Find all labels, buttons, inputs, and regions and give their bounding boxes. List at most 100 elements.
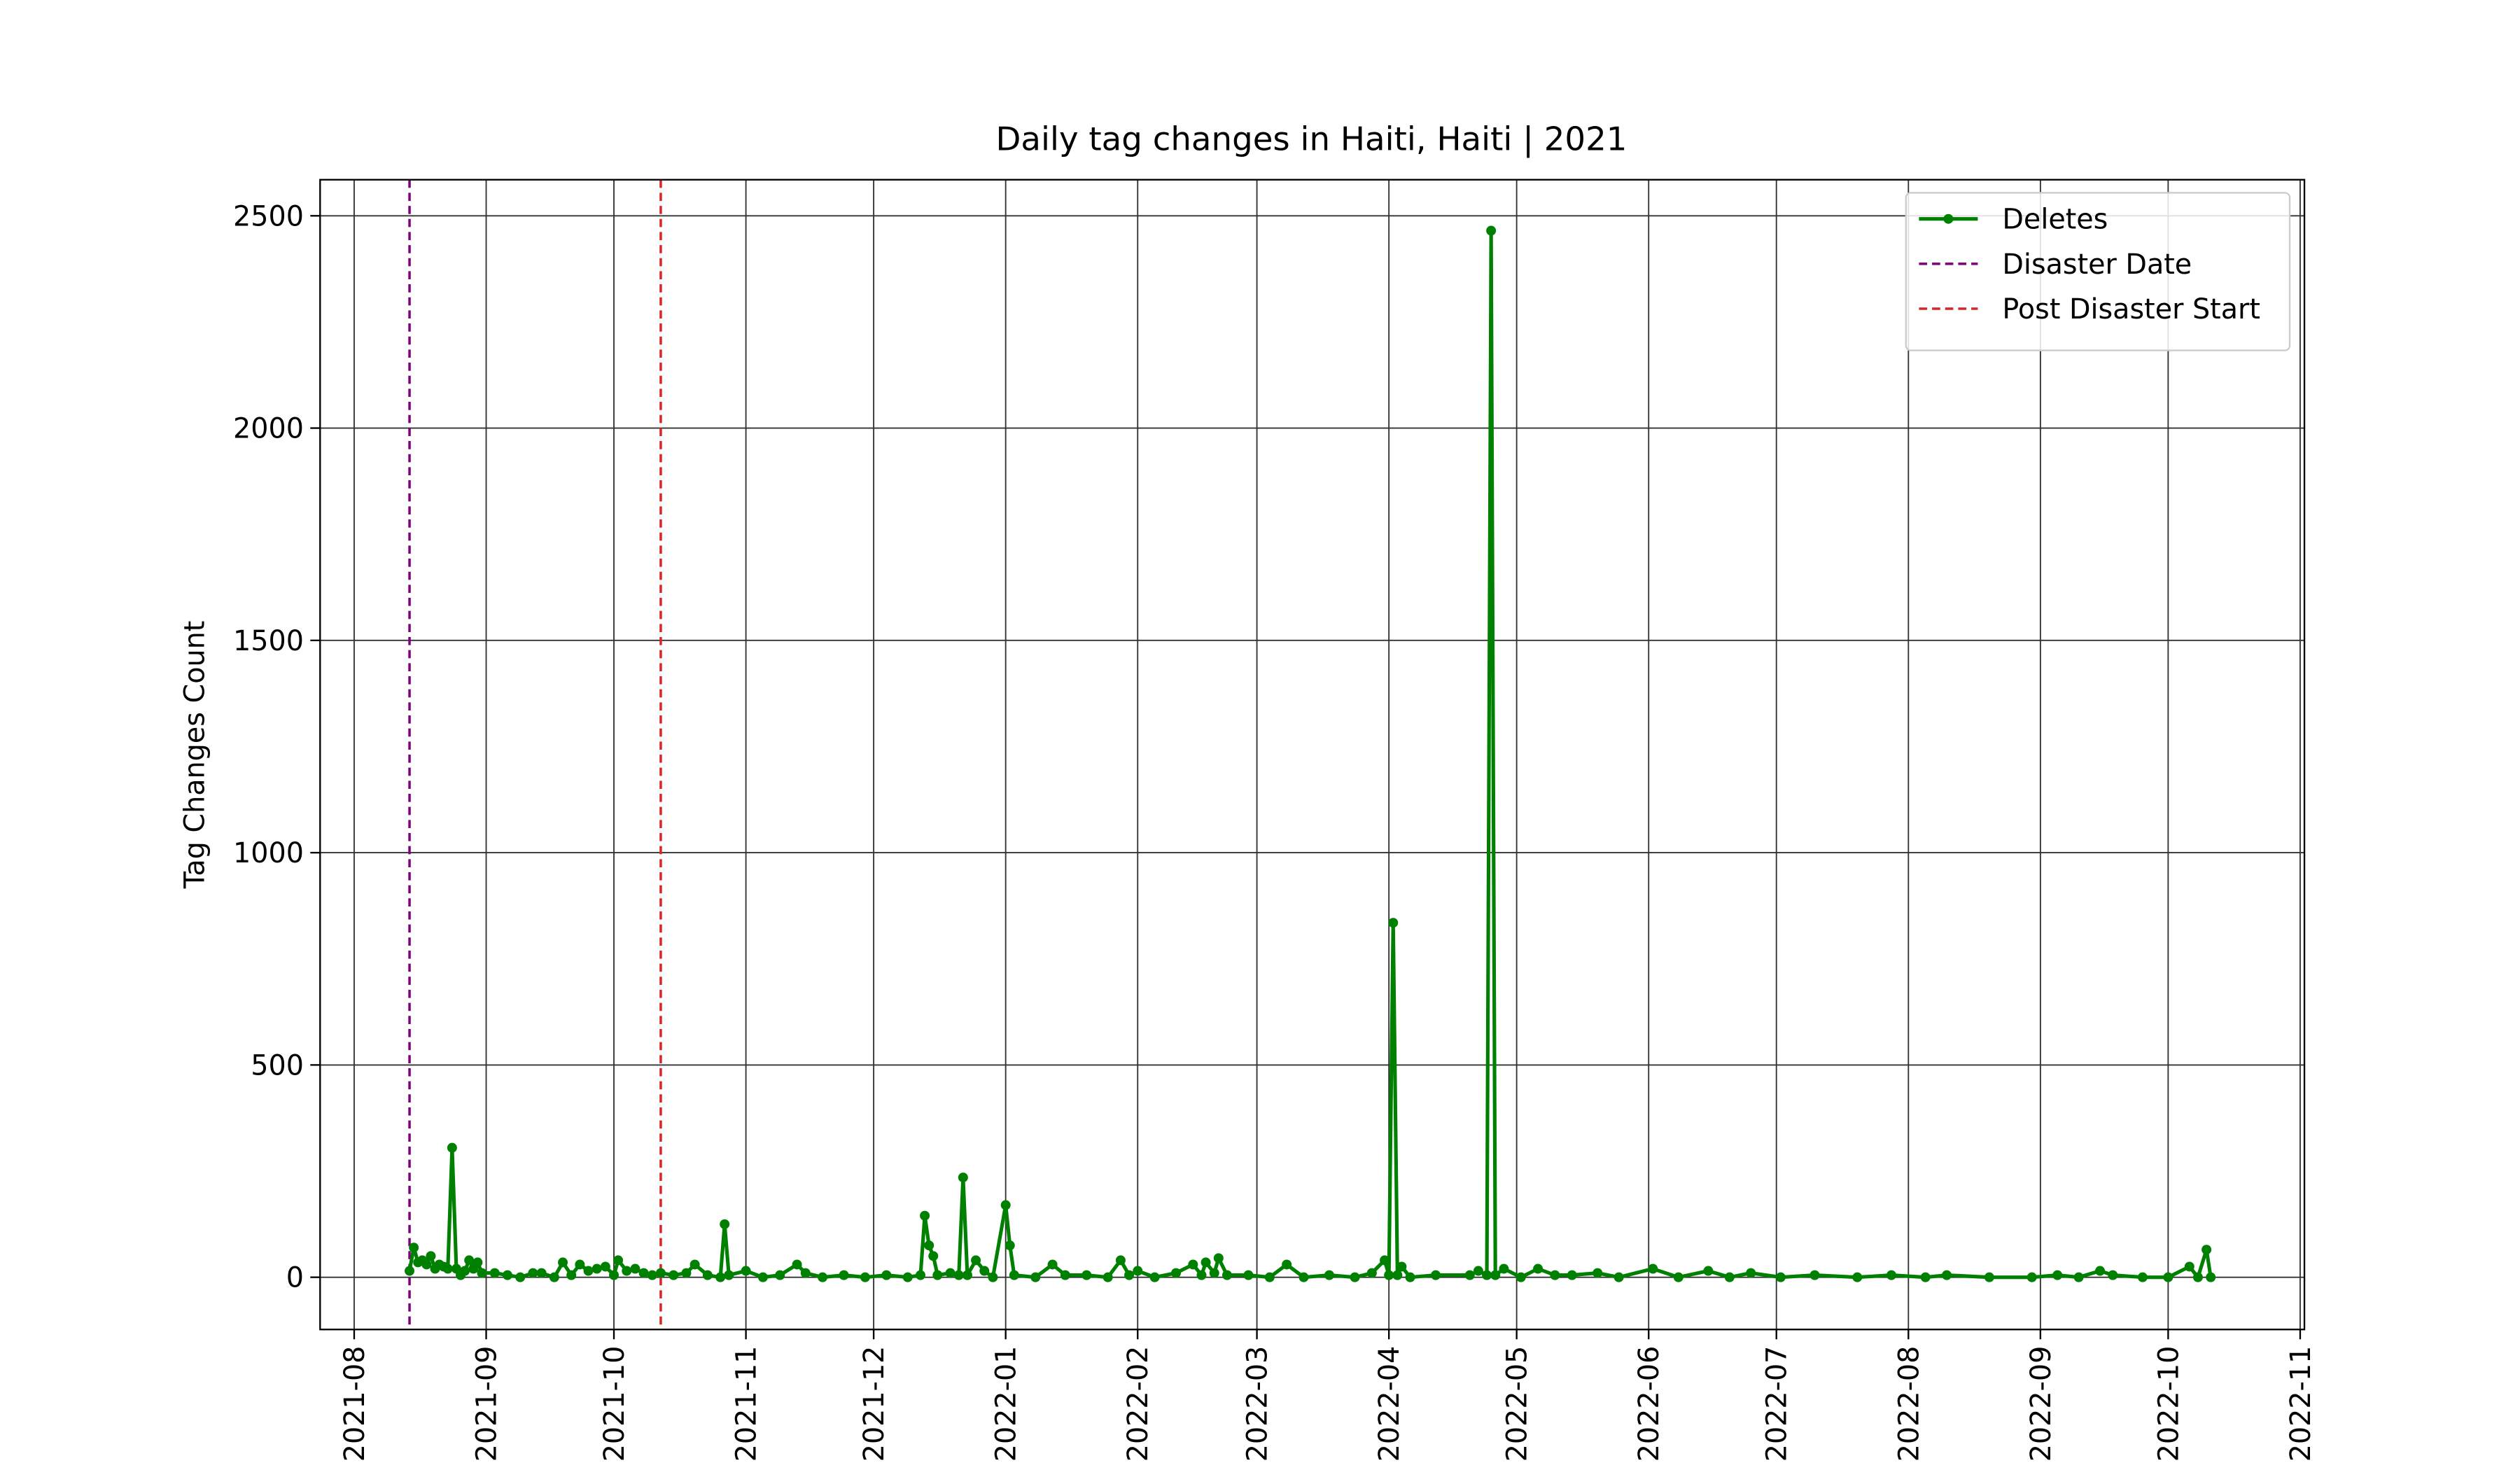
legend-marker (1943, 214, 1954, 224)
data-point (1886, 1270, 1896, 1280)
data-point (1852, 1272, 1863, 1282)
data-point (724, 1270, 734, 1280)
data-point (1102, 1272, 1113, 1282)
data-point (2073, 1272, 2084, 1282)
y-tick-label: 0 (286, 1262, 304, 1294)
data-point (702, 1270, 713, 1280)
data-point (2108, 1270, 2118, 1280)
data-point (2184, 1261, 2194, 1272)
data-point (818, 1272, 828, 1282)
data-point (2206, 1272, 2216, 1282)
plot-marks (405, 179, 2216, 1330)
data-point (1060, 1270, 1070, 1280)
plot-frame (319, 178, 2306, 1331)
axes: 0 500 1000 1500 2000 2500 2021-08 2021-09 2021-1… (233, 200, 2317, 1462)
data-point (1648, 1264, 1658, 1274)
data-point (2202, 1245, 2212, 1255)
data-point (2137, 1272, 2148, 1282)
data-point (775, 1270, 785, 1280)
data-point (1392, 1270, 1403, 1280)
data-point (1533, 1264, 1544, 1274)
data-point (792, 1259, 802, 1270)
data-point (600, 1261, 610, 1272)
data-point (1282, 1259, 1292, 1270)
data-point (489, 1268, 500, 1278)
x-tick-label: 2022-06 (1633, 1346, 1665, 1462)
data-point (881, 1270, 892, 1280)
data-point (1264, 1272, 1275, 1282)
data-point (1703, 1266, 1714, 1276)
x-tick-label: 2021-11 (731, 1346, 763, 1462)
chart-title: Daily tag changes in Haiti, Haiti | 2021 (996, 121, 1628, 159)
data-point (1200, 1257, 1211, 1268)
data-point (1567, 1270, 1577, 1280)
data-point (515, 1272, 526, 1282)
data-point (1942, 1270, 1952, 1280)
data-point (1149, 1272, 1160, 1282)
data-point (860, 1272, 870, 1282)
legend-label: Disaster Date (2002, 248, 2192, 281)
data-point (962, 1270, 972, 1280)
data-point (1222, 1270, 1232, 1280)
data-point (447, 1142, 457, 1153)
data-point (1004, 1240, 1015, 1251)
data-point (1388, 918, 1399, 928)
data-point (1673, 1272, 1684, 1282)
y-tick-label: 500 (251, 1049, 304, 1082)
x-tick-label: 2022-05 (1502, 1346, 1534, 1462)
data-point (2095, 1266, 2106, 1276)
data-point (1209, 1268, 1219, 1278)
data-point (916, 1270, 926, 1280)
data-point (1380, 1255, 1390, 1266)
data-point (715, 1272, 726, 1282)
data-point (1133, 1266, 1143, 1276)
y-tick-label: 2500 (233, 200, 304, 232)
data-point (924, 1240, 934, 1251)
data-point (1473, 1266, 1483, 1276)
data-point (442, 1264, 453, 1274)
data-point (1486, 225, 1497, 236)
data-point (1809, 1270, 1820, 1280)
data-point (1298, 1272, 1309, 1282)
data-point (583, 1266, 594, 1276)
data-point (1490, 1270, 1501, 1280)
data-point (668, 1270, 679, 1280)
data-point (464, 1255, 475, 1266)
data-point (720, 1219, 730, 1229)
data-point (958, 1172, 968, 1183)
data-point (1920, 1272, 1931, 1282)
y-tick-label: 1000 (233, 837, 304, 869)
data-point (472, 1257, 483, 1268)
grid (320, 179, 2305, 1330)
data-point (2163, 1272, 2174, 1282)
x-tick-label: 2022-02 (1122, 1346, 1154, 1462)
data-point (757, 1272, 768, 1282)
data-point (1984, 1272, 1994, 1282)
data-point (655, 1268, 666, 1278)
data-point (1516, 1272, 1526, 1282)
y-tick-label: 2000 (233, 413, 304, 445)
data-point (2192, 1272, 2203, 1282)
x-tick-label: 2022-10 (2152, 1346, 2185, 1462)
data-point (1614, 1272, 1624, 1282)
y-tick-label: 1500 (233, 625, 304, 657)
data-point (536, 1268, 547, 1278)
x-tick-label: 2022-03 (1242, 1346, 1274, 1462)
data-point (1171, 1268, 1181, 1278)
data-point (1746, 1268, 1756, 1278)
data-point (928, 1251, 939, 1261)
data-point (1188, 1259, 1198, 1270)
data-point (405, 1266, 415, 1276)
data-point (409, 1242, 419, 1253)
data-point (638, 1268, 649, 1278)
data-point (2052, 1270, 2063, 1280)
data-point (1243, 1270, 1254, 1280)
x-tick-label: 2022-07 (1761, 1346, 1793, 1462)
data-point (1482, 1270, 1492, 1280)
data-point (528, 1268, 538, 1278)
data-point (592, 1264, 602, 1274)
x-tick-label: 2022-11 (2285, 1346, 2317, 1462)
data-point (2026, 1272, 2037, 1282)
y-axis-label: Tag Changes Count (179, 621, 211, 890)
